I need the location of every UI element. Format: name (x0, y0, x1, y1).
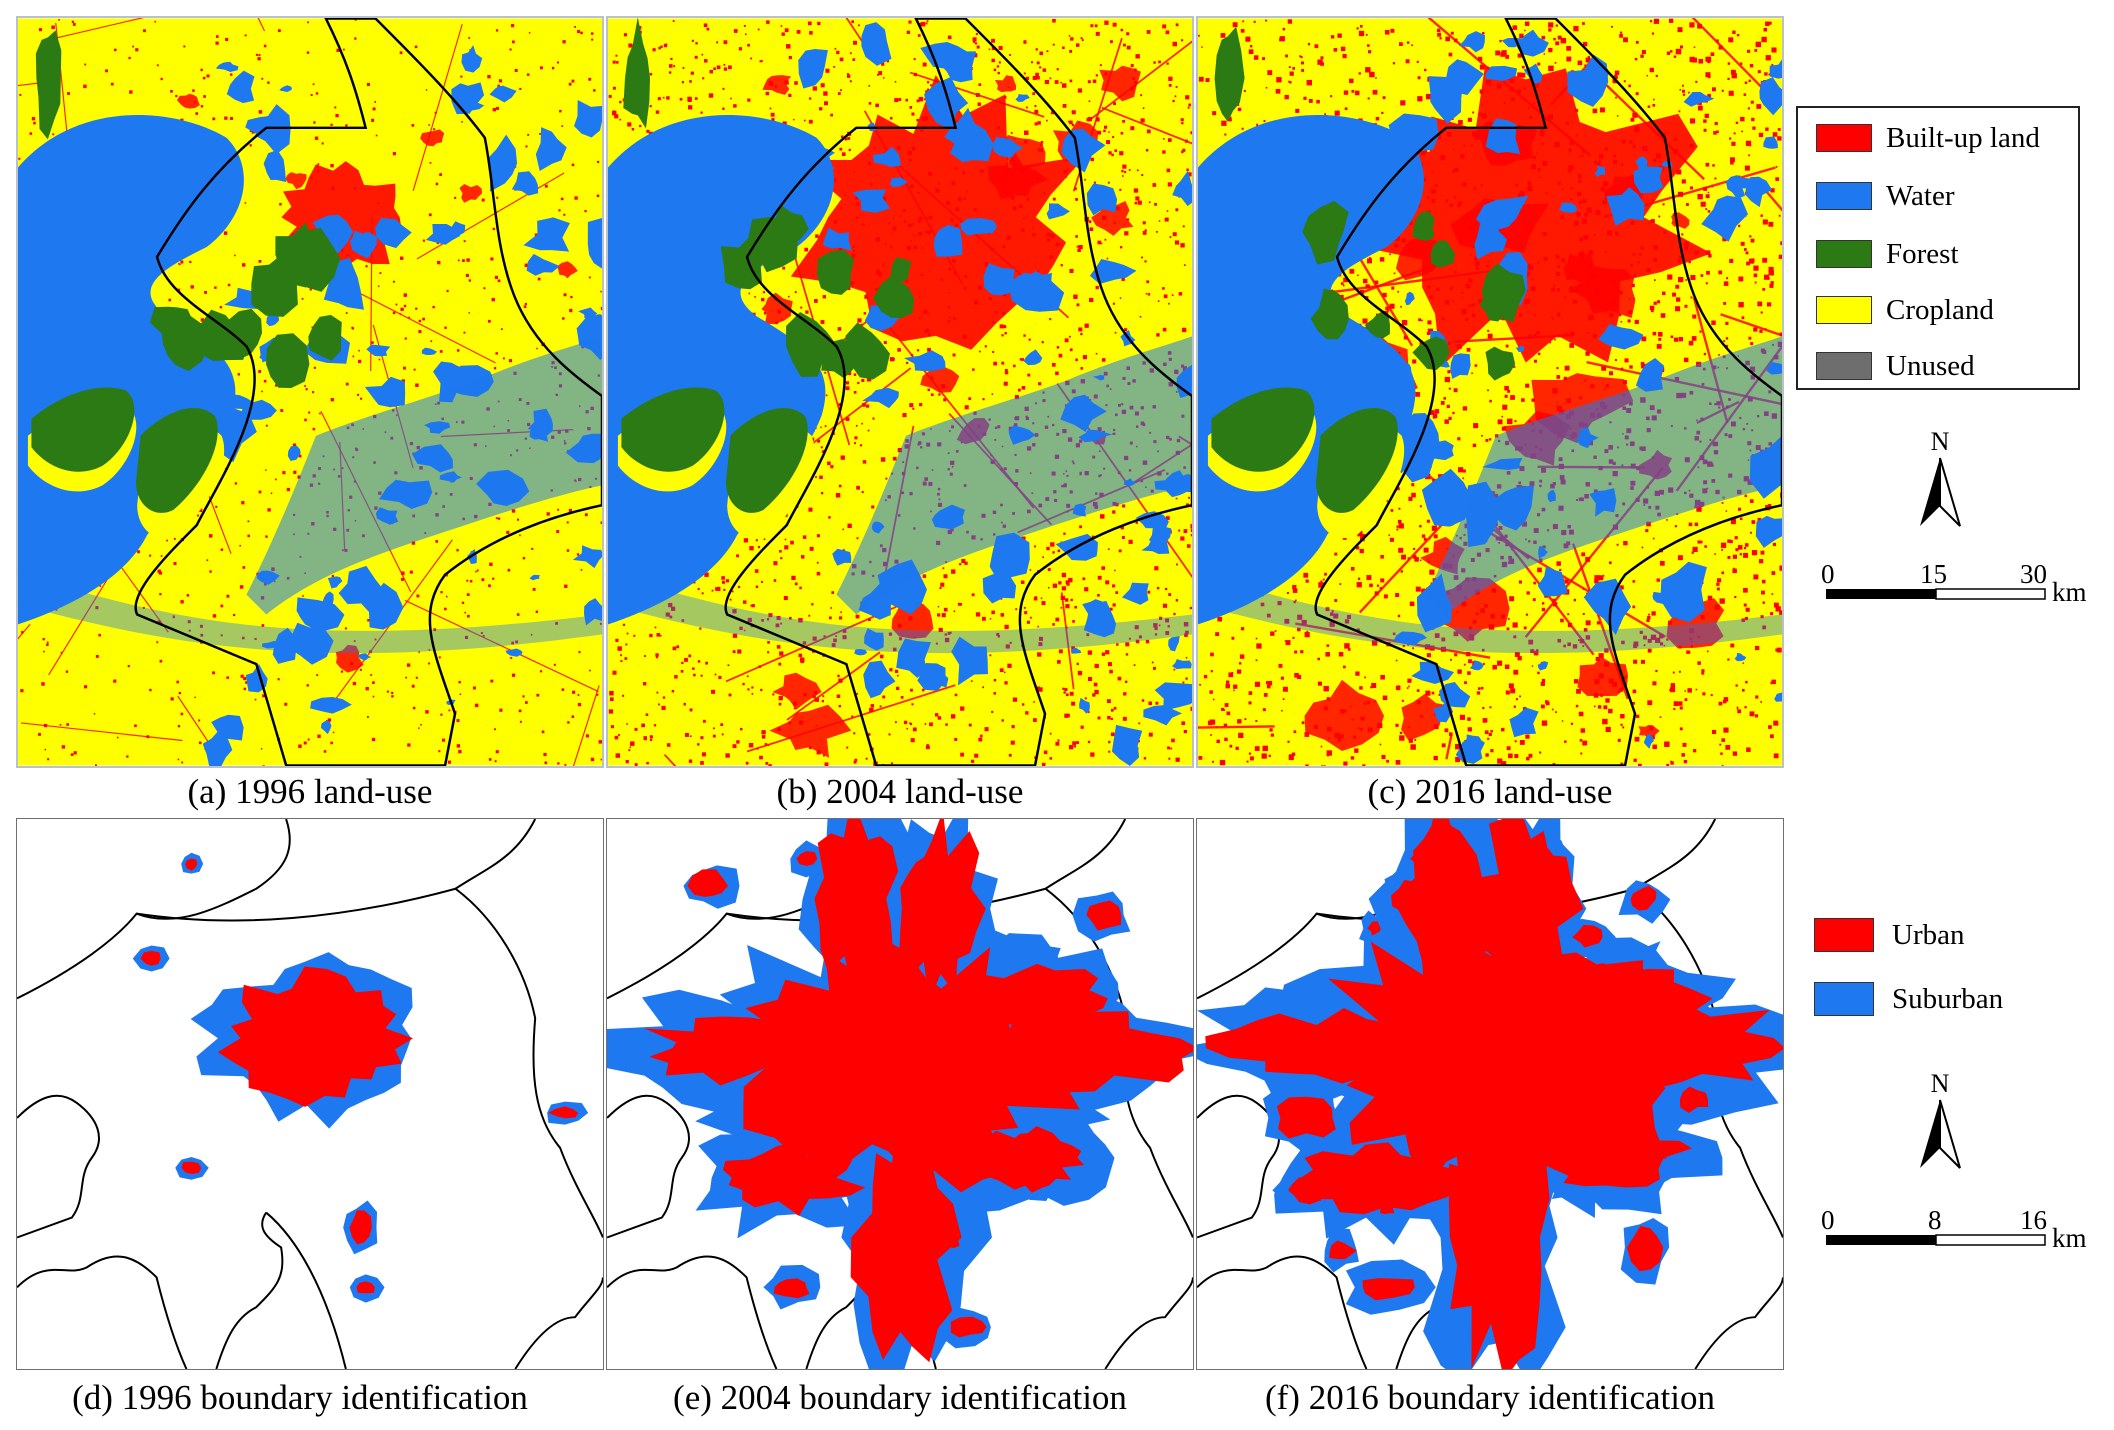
scale-bottom-tick-0: 0 (1821, 1205, 1835, 1235)
caption-c: (c) 2016 land-use (1367, 772, 1613, 811)
scale-bar-bottom (1826, 1233, 2046, 1246)
lake (1198, 115, 1424, 625)
legend-swatch (1814, 982, 1874, 1016)
legend-swatch (1816, 240, 1872, 268)
urban-layer (1205, 819, 1783, 1369)
legend-item-built-up: Built-up land (1816, 122, 2040, 154)
map-panel-b (606, 16, 1194, 768)
legend-item-urban: Urban (1814, 918, 1964, 952)
caption-a: (a) 1996 land-use (187, 772, 433, 811)
legend-item-water: Water (1816, 180, 1955, 212)
legend-label: Forest (1886, 238, 1959, 270)
river-band (18, 574, 602, 654)
scale-bar-icon (1826, 588, 2046, 600)
legend-label: Cropland (1886, 294, 1994, 326)
boundary-map-2004 (607, 819, 1193, 1369)
district-boundary (134, 18, 602, 766)
map-panel-c (1196, 16, 1784, 768)
scale-bottom-unit: km (2052, 1223, 2087, 1253)
scale-top-unit: km (2052, 577, 2087, 607)
legend-label: Urban (1892, 919, 1965, 951)
scale-top-tick-0: 0 (1821, 559, 1835, 589)
scale-top-tick-30: 30 (2020, 559, 2047, 589)
landuse-map-2016 (1198, 18, 1782, 766)
southern-lake-zone (246, 336, 602, 615)
map-panel-f (1196, 818, 1784, 1370)
legend-swatch (1814, 918, 1874, 952)
legend-item-cropland: Cropland (1816, 294, 1994, 326)
river-band (1198, 574, 1782, 654)
legend-label: Unused (1886, 350, 1975, 382)
legend-item-forest: Forest (1816, 238, 1959, 270)
scale-top-tick-15: 15 (1920, 559, 1947, 589)
caption-b: (b) 2004 land-use (776, 772, 1024, 811)
scale-bottom-tick-16: 16 (2020, 1205, 2047, 1235)
north-arrow-bottom: N (1912, 1068, 1968, 1172)
map-panel-e (606, 818, 1194, 1370)
north-arrow-top: N (1912, 426, 1968, 530)
north-arrow-icon: N (1920, 427, 1961, 527)
legend-label: Water (1886, 180, 1955, 212)
legend-swatch (1816, 124, 1872, 152)
legend-item-unused: Unused (1816, 350, 1975, 382)
southern-lake-zone (1426, 336, 1782, 615)
legend-item-suburban: Suburban (1814, 982, 2003, 1016)
scale-bar-icon (1826, 1234, 2046, 1246)
forest-northwest (35, 30, 62, 140)
boundary-legend: Urban Suburban (1796, 906, 2080, 1042)
legend-swatch (1816, 352, 1872, 380)
water-layer (1198, 29, 1782, 765)
urban-layer (140, 858, 579, 1294)
caption-e: (e) 2004 boundary identification (673, 1378, 1127, 1417)
admin-boundaries (17, 819, 603, 1369)
water-layer (18, 45, 602, 766)
urban-layer (644, 819, 1193, 1363)
legend-label: Built-up land (1886, 122, 2040, 154)
north-label: N (1931, 1069, 1950, 1098)
boundary-map-1996 (17, 819, 603, 1369)
north-label: N (1931, 427, 1950, 456)
caption-f: (f) 2016 boundary identification (1264, 1378, 1715, 1417)
forest-northwest (623, 18, 651, 129)
landuse-map-2004 (608, 18, 1192, 766)
lake (18, 115, 244, 625)
landuse-legend: Built-up land Water Forest Cropland Unus… (1796, 106, 2080, 390)
scale-bottom-tick-8: 8 (1928, 1205, 1942, 1235)
map-panel-a (16, 16, 604, 768)
landuse-map-1996 (18, 18, 602, 766)
district-boundary (1314, 18, 1782, 766)
caption-d: (d) 1996 boundary identification (72, 1378, 528, 1417)
forest-northwest (1214, 26, 1245, 122)
legend-swatch (1816, 182, 1872, 210)
legend-label: Suburban (1892, 983, 2004, 1015)
southern-lake-zone (836, 336, 1192, 615)
river-band (608, 574, 1192, 654)
legend-swatch (1816, 296, 1872, 324)
boundary-map-2016 (1197, 819, 1783, 1369)
forest-layer (27, 30, 342, 539)
water-layer (608, 22, 1192, 766)
north-arrow-icon: N (1920, 1069, 1961, 1169)
scale-bar-top (1826, 587, 2046, 600)
map-panel-d (16, 818, 604, 1370)
district-boundary (724, 18, 1192, 766)
